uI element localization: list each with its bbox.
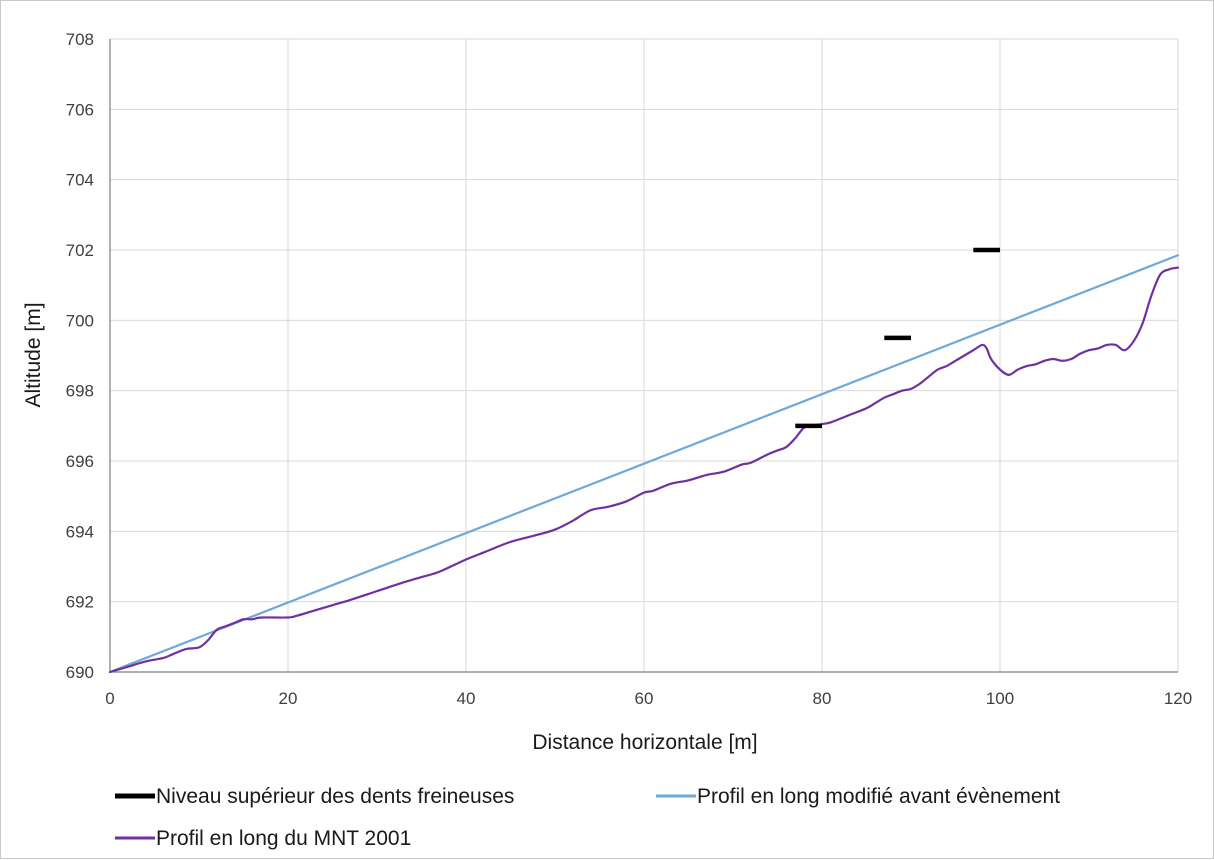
y-tick-label: 694 <box>66 522 94 541</box>
x-tick-label: 0 <box>105 689 114 708</box>
x-tick-label: 80 <box>813 689 832 708</box>
x-tick-label: 60 <box>635 689 654 708</box>
y-tick-label: 704 <box>66 171 94 190</box>
legend-label-dents: Niveau supérieur des dents freineuses <box>156 785 514 808</box>
axes <box>109 39 1178 673</box>
legend-item-dents: Niveau supérieur des dents freineuses <box>115 785 514 808</box>
legend-item-profil-modifie: Profil en long modifié avant évènement <box>656 785 1060 808</box>
gridlines <box>110 38 1179 672</box>
legend: Niveau supérieur des dents freineuses Pr… <box>115 785 1060 850</box>
legend-item-mnt-2001: Profil en long du MNT 2001 <box>115 827 411 850</box>
legend-label-mnt-2001: Profil en long du MNT 2001 <box>156 827 411 850</box>
x-axis-title: Distance horizontale [m] <box>532 731 757 754</box>
x-tick-label: 20 <box>279 689 298 708</box>
y-tick-label: 706 <box>66 100 94 119</box>
legend-label-profil-modifie: Profil en long modifié avant évènement <box>697 785 1060 808</box>
y-tick-label: 702 <box>66 241 94 260</box>
x-tick-label: 100 <box>986 689 1014 708</box>
y-tick-label: 690 <box>66 663 94 682</box>
series-layer <box>108 247 1180 674</box>
y-tick-label: 696 <box>66 452 94 471</box>
x-tick-label: 120 <box>1164 689 1192 708</box>
y-axis-title: Altitude [m] <box>22 302 45 407</box>
y-tick-label: 700 <box>66 311 94 330</box>
y-tick-label: 708 <box>66 30 94 49</box>
series-line-2 <box>108 266 1180 674</box>
series-line-1 <box>108 254 1180 674</box>
x-tick-label: 40 <box>457 689 476 708</box>
y-tick-label: 698 <box>66 382 94 401</box>
y-tick-label: 692 <box>66 593 94 612</box>
tick-labels: 690 692 694 696 698 700 702 704 706 708 0 20 40 60 80 1… <box>66 30 1193 708</box>
